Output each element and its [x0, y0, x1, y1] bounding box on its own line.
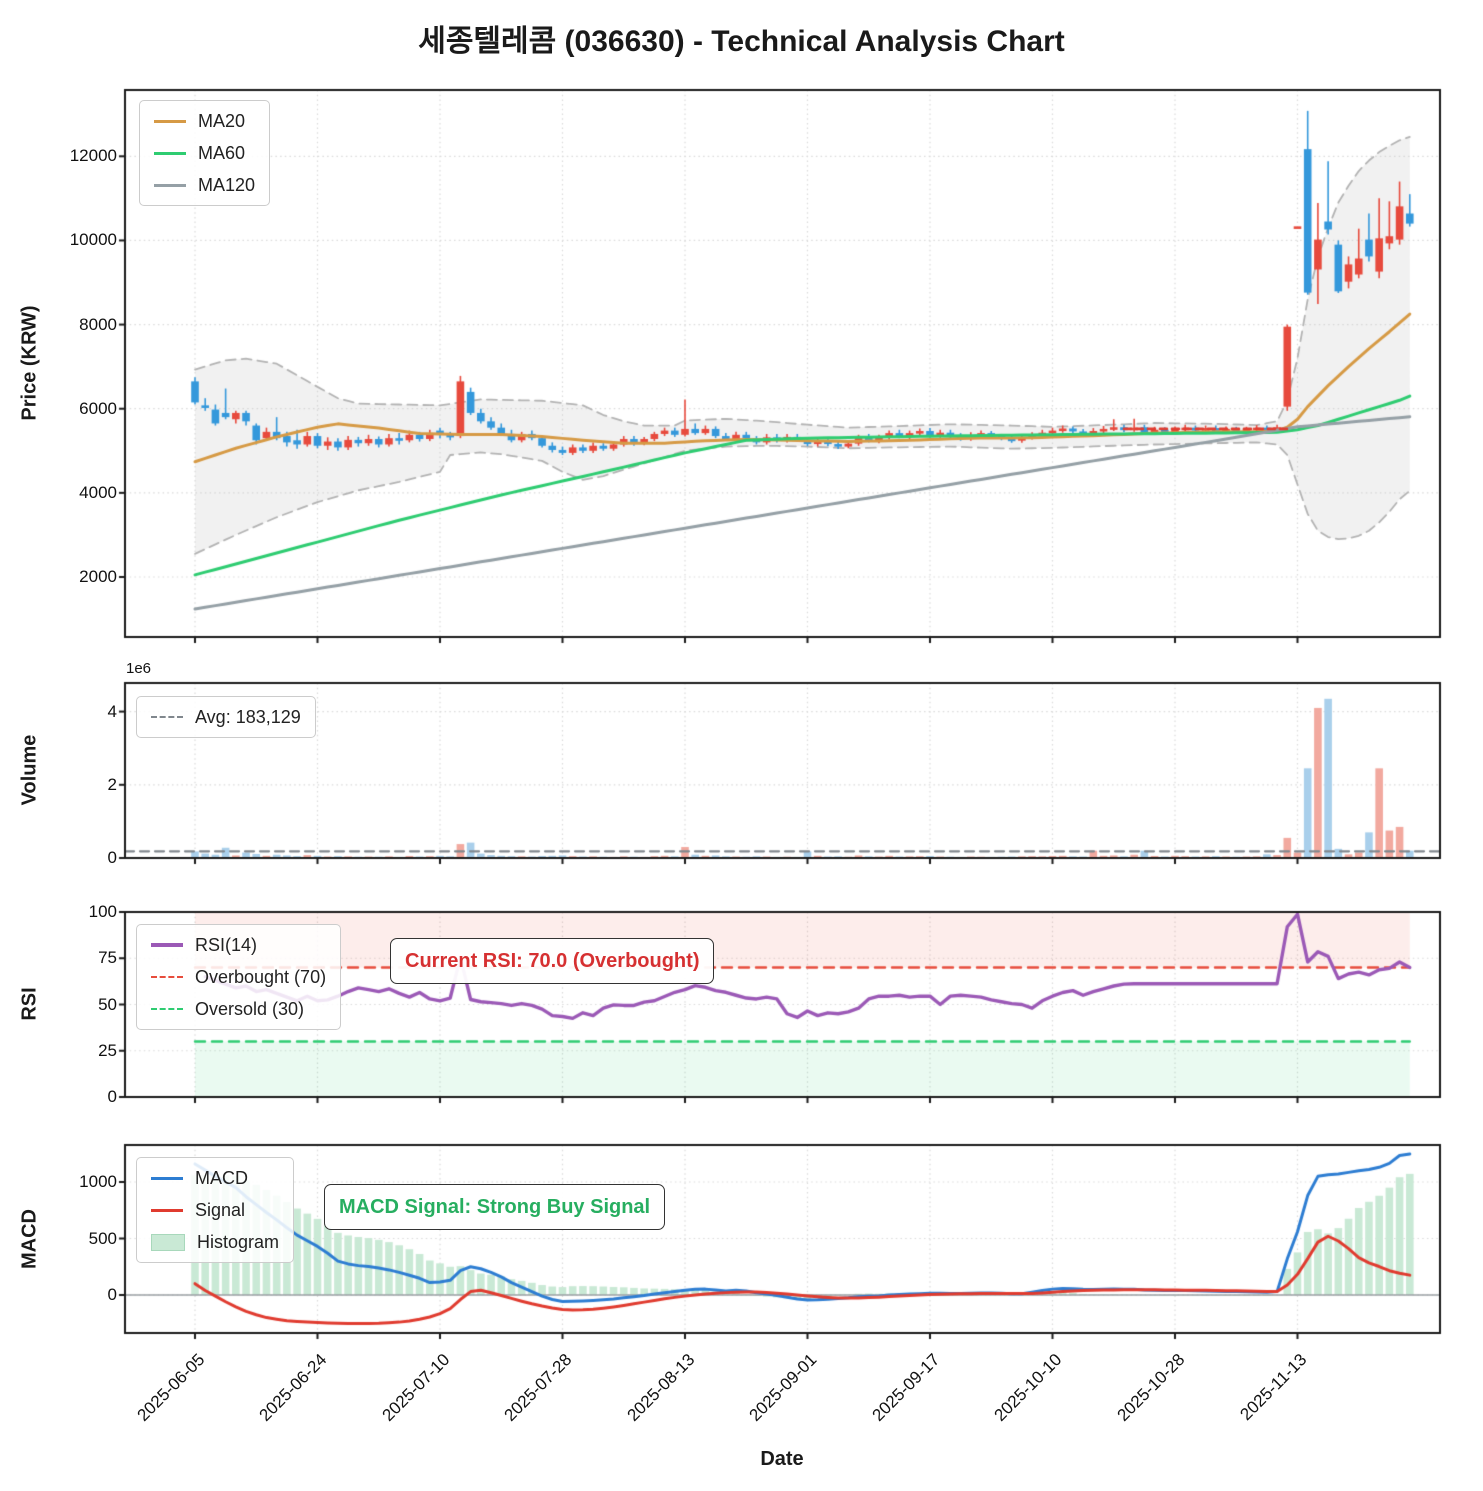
volume-legend: Avg: 183,129 [136, 696, 316, 738]
price-tick-label: 8000 [79, 314, 117, 334]
legend-item-histogram: Histogram [151, 1230, 279, 1254]
legend-item-ma120: MA120 [154, 173, 255, 197]
legend-label: MA60 [198, 142, 246, 163]
legend-item-ma20: MA20 [154, 109, 255, 133]
avg-line-sample [151, 716, 183, 718]
overbought-line-sample [151, 976, 183, 978]
price-tick-label: 12000 [69, 146, 117, 166]
legend-label: MACD [195, 1167, 248, 1188]
volume-tick-label: 4 [107, 701, 117, 721]
macd-tick-label: 1000 [79, 1172, 117, 1191]
price-tick-label: 6000 [79, 398, 117, 418]
rsi-annotation: Current RSI: 70.0 (Overbought) [390, 938, 715, 984]
rsi-tick-label: 0 [107, 1087, 117, 1106]
rsi-tick-label: 50 [98, 994, 117, 1014]
legend-item-ma60: MA60 [154, 141, 255, 165]
histogram-patch-sample [151, 1233, 185, 1251]
price-tick-label: 4000 [79, 482, 117, 502]
signal-line-sample [151, 1208, 183, 1212]
legend-item-oversold: Oversold (30) [151, 997, 326, 1021]
legend-label: Oversold (30) [195, 998, 305, 1019]
rsi-legend: RSI(14) Overbought (70) Oversold (30) [136, 924, 342, 1030]
legend-item-macd: MACD [151, 1166, 279, 1190]
legend-label: Avg: 183,129 [195, 706, 301, 727]
ma120-line-sample [154, 183, 186, 187]
volume-axis-title: Volume [18, 734, 41, 806]
oversold-line-sample [151, 1008, 183, 1010]
legend-label: Histogram [197, 1231, 280, 1252]
rsi-line-sample [151, 943, 183, 947]
ma60-line-sample [154, 151, 186, 155]
price-tick-label: 10000 [69, 230, 117, 250]
legend-label: Signal [195, 1199, 246, 1220]
legend-label: MA20 [198, 110, 246, 131]
volume-offset-text: 1e6 [126, 660, 152, 677]
ma20-line-sample [154, 119, 186, 123]
macd-line-sample [151, 1176, 183, 1180]
volume-tick-label: 2 [107, 774, 117, 794]
price-tick-label: 2000 [79, 567, 117, 586]
legend-item-signal: Signal [151, 1198, 279, 1222]
rsi-tick-label: 75 [98, 948, 117, 968]
macd-tick-label: 0 [107, 1285, 117, 1304]
macd-legend: MACD Signal Histogram [136, 1157, 295, 1263]
legend-label: MA120 [198, 174, 256, 195]
rsi-tick-label: 25 [98, 1040, 117, 1060]
legend-label: RSI(14) [195, 934, 258, 955]
macd-annotation: MACD Signal: Strong Buy Signal [324, 1184, 666, 1230]
rsi-tick-label: 100 [88, 902, 117, 921]
price-legend: MA20 MA60 MA120 [139, 100, 271, 206]
chart-title: 세종텔레콤 (036630) - Technical Analysis Char… [418, 25, 1065, 58]
legend-item-avg: Avg: 183,129 [151, 705, 301, 729]
volume-tick-label: 0 [107, 848, 117, 867]
legend-item-rsi: RSI(14) [151, 933, 326, 957]
date-axis-title: Date [760, 1448, 804, 1470]
macd-tick-label: 500 [88, 1228, 117, 1248]
legend-item-overbought: Overbought (70) [151, 965, 326, 989]
legend-label: Overbought (70) [195, 966, 327, 987]
